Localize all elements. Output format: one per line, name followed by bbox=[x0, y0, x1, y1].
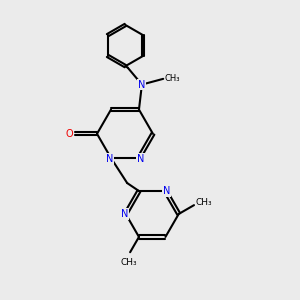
Text: CH₃: CH₃ bbox=[165, 74, 180, 83]
Text: N: N bbox=[137, 154, 144, 164]
Text: N: N bbox=[138, 80, 146, 90]
Text: N: N bbox=[106, 154, 113, 164]
Text: O: O bbox=[66, 129, 74, 139]
Text: N: N bbox=[121, 209, 128, 219]
Text: CH₃: CH₃ bbox=[120, 258, 137, 267]
Text: CH₃: CH₃ bbox=[196, 198, 212, 207]
Text: N: N bbox=[163, 186, 171, 196]
